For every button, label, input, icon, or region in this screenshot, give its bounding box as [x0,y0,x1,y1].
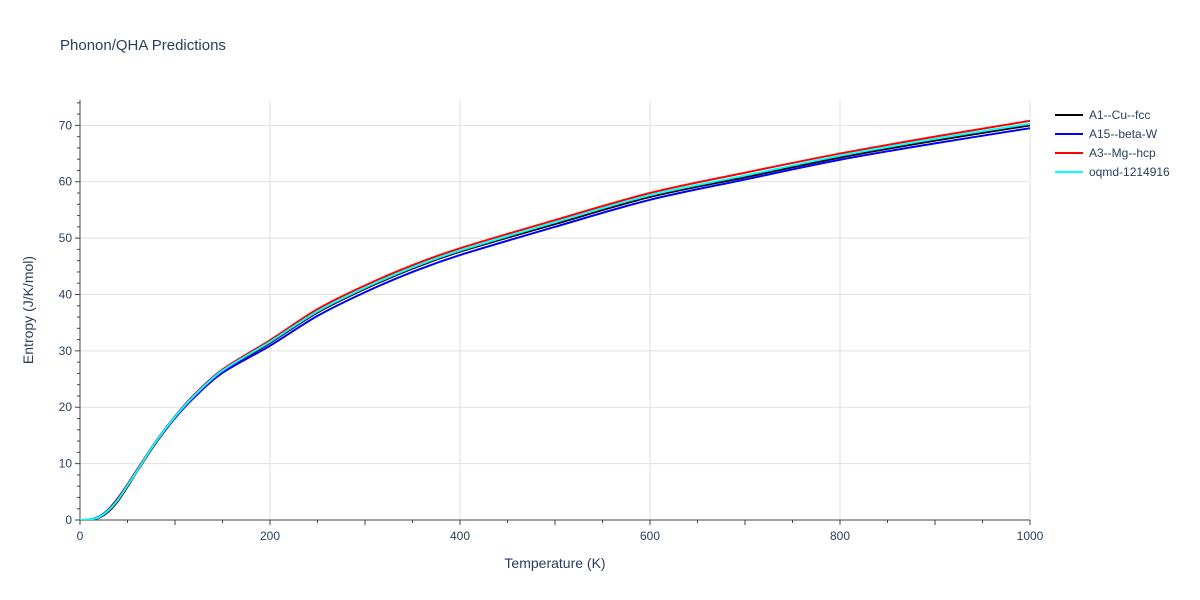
y-tick-label: 20 [59,400,73,414]
y-tick-label: 10 [59,457,73,471]
axes: 0 200 400 600 800 1000 0 10 20 30 40 50 60 70 [59,100,1044,543]
legend-item[interactable]: A1--Cu--fcc [1055,108,1150,122]
x-tick-label: 200 [260,529,280,543]
plot-area [80,119,1030,520]
series-line-oqmd-1214916[interactable] [80,122,1030,520]
x-tick-label: 800 [830,529,850,543]
legend-item[interactable]: A15--beta-W [1055,127,1158,141]
x-tick-label: 400 [450,529,470,543]
legend-item[interactable]: oqmd-1214916 [1055,165,1170,179]
x-tick-label: 1000 [1017,529,1044,543]
legend-label: A3--Mg--hcp [1089,146,1156,160]
y-tick-label: 30 [59,344,73,358]
x-axis-title: Temperature (K) [504,555,605,571]
grid [80,100,1031,520]
x-tick-label: 600 [640,529,660,543]
y-tick-label: 40 [59,287,73,301]
y-tick-label: 70 [59,118,73,132]
legend-label: A15--beta-W [1089,127,1158,141]
legend-label: A1--Cu--fcc [1089,108,1150,122]
legend[interactable]: A1--Cu--fcc A15--beta-W A3--Mg--hcp oqmd-12… [1055,108,1170,179]
legend-label: oqmd-1214916 [1089,165,1170,179]
x-tick-label: 0 [77,529,84,543]
y-tick-label: 60 [59,175,73,189]
y-axis-title: Entropy (J/K/mol) [20,256,36,364]
chart-title: Phonon/QHA Predictions [60,37,226,54]
y-tick-label: 0 [65,513,72,527]
legend-item[interactable]: A3--Mg--hcp [1055,146,1156,160]
y-tick-label: 50 [59,231,73,245]
